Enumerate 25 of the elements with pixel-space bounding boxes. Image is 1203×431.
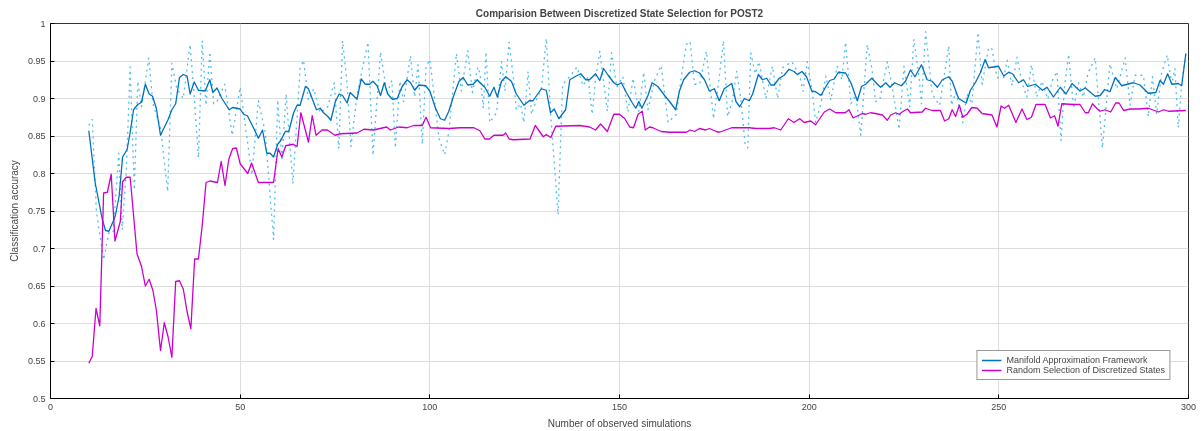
y-tick-label: 0.65: [27, 281, 46, 291]
y-tick-label: 0.6: [32, 318, 46, 329]
y-tick-label: 1: [40, 18, 46, 29]
y-tick-label: 0.8: [32, 168, 46, 179]
chart-title: Comparision Between Discretized State Selection for POST2: [475, 7, 764, 19]
x-tick-label: 250: [991, 401, 1007, 412]
y-tick-label: 0.85: [27, 131, 46, 141]
x-tick-label: 100: [422, 401, 438, 412]
legend-label: Random Selection of Discretized States: [1006, 365, 1165, 375]
y-axis-title: Classification accuracy: [8, 160, 20, 262]
x-tick-label: 300: [1180, 401, 1197, 412]
x-tick-label: 200: [801, 401, 817, 412]
x-tick-label: 50: [235, 401, 246, 412]
x-axis-title: Number of observed simulations: [547, 417, 692, 429]
y-tick-label: 0.55: [27, 356, 46, 366]
y-tick-label: 0.95: [27, 56, 46, 66]
legend-label: Manifold Approximation Framework: [1006, 355, 1148, 365]
line-series: [88, 52, 1187, 232]
y-tick-label: 0.7: [32, 243, 46, 254]
y-tick-label: 0.5: [32, 393, 46, 404]
x-tick-label: 150: [611, 401, 628, 412]
x-tick-label: 0: [48, 401, 54, 412]
y-tick-label: 0.9: [32, 93, 46, 104]
line-series: [88, 102, 1187, 364]
y-tick-label: 0.75: [27, 206, 46, 216]
